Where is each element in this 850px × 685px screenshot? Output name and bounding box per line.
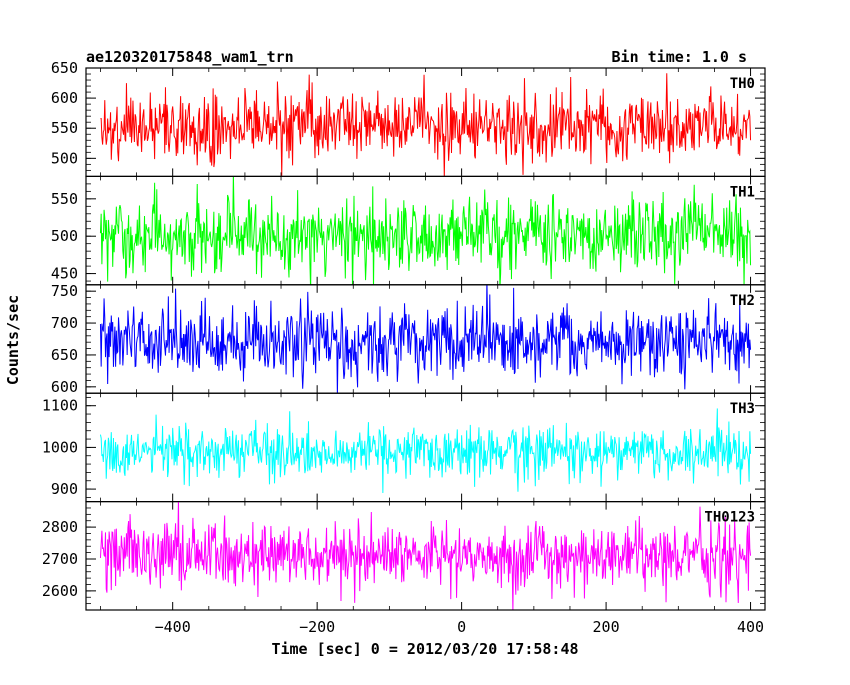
- y-tick-label: 500: [51, 149, 78, 167]
- series-line-th1: [99, 176, 752, 285]
- y-tick-label: 550: [51, 119, 78, 137]
- y-tick-label: 500: [51, 227, 78, 245]
- panel-label: TH0: [730, 76, 755, 92]
- y-tick-label: 550: [51, 190, 78, 208]
- panels-group: 500 550 600 650 TH0 450 500 550 TH1 600 650 700 750 T…: [42, 59, 766, 636]
- panel-th0123: 2600 2700 2800 TH0123 −400 −200 0 200 400: [42, 501, 766, 636]
- y-tick-label: 1000: [42, 438, 78, 456]
- x-tick-label: −400: [155, 618, 191, 636]
- y-tick-label: 650: [51, 59, 78, 77]
- y-tick-label: 450: [51, 265, 78, 283]
- x-tick-label: 200: [593, 618, 620, 636]
- y-axis-label: Counts/sec: [4, 295, 22, 385]
- panel-th0: 500 550 600 650 TH0: [51, 59, 766, 178]
- chart-title: ae120320175848_wam1_trn: [86, 48, 294, 66]
- y-tick-label: 2700: [42, 550, 78, 568]
- x-tick-label: 0: [457, 618, 466, 636]
- panel-th2: 600 650 700 750 TH2: [51, 282, 766, 396]
- x-tick-label: −200: [299, 618, 335, 636]
- panel-th3: 900 1000 1100 TH3: [42, 392, 766, 503]
- panel-label: TH2: [730, 293, 755, 309]
- y-tick-label: 650: [51, 346, 78, 364]
- y-tick-label: 700: [51, 314, 78, 332]
- y-tick-label: 600: [51, 378, 78, 396]
- y-tick-label: 2800: [42, 518, 78, 536]
- y-tick-label: 600: [51, 89, 78, 107]
- x-tick-label: 400: [737, 618, 764, 636]
- series-line-th2: [99, 284, 752, 394]
- panel-th1: 450 500 550 TH1: [51, 175, 766, 286]
- y-tick-label: 2600: [42, 582, 78, 600]
- series-line-th3: [99, 408, 752, 493]
- x-axis-label: Time [sec] 0 = 2012/03/20 17:58:48: [271, 640, 578, 658]
- series-line-th0123: [99, 501, 752, 611]
- panel-label: TH1: [730, 184, 755, 200]
- panel-label: TH3: [730, 401, 755, 417]
- chart-subtitle: Bin time: 1.0 s: [612, 48, 747, 66]
- series-line-th0: [100, 73, 752, 177]
- y-tick-label: 750: [51, 282, 78, 300]
- y-tick-label: 900: [51, 480, 78, 498]
- y-tick-label: 1100: [42, 397, 78, 415]
- panel-label: TH0123: [704, 510, 755, 526]
